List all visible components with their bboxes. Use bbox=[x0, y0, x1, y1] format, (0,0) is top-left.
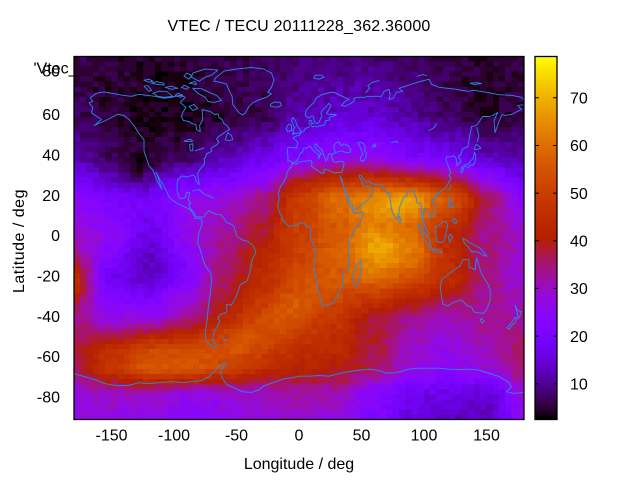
svg-text:150: 150 bbox=[473, 428, 500, 445]
svg-text:60: 60 bbox=[570, 138, 588, 155]
svg-text:50: 50 bbox=[570, 186, 588, 203]
svg-text:40: 40 bbox=[42, 148, 60, 165]
svg-text:Latitude / deg: Latitude / deg bbox=[11, 189, 28, 293]
svg-text:50: 50 bbox=[353, 428, 371, 445]
svg-text:80: 80 bbox=[42, 64, 60, 81]
svg-text:40: 40 bbox=[570, 234, 588, 251]
svg-text:30: 30 bbox=[570, 281, 588, 298]
svg-text:-100: -100 bbox=[158, 428, 190, 445]
svg-text:60: 60 bbox=[42, 107, 60, 124]
svg-text:0: 0 bbox=[295, 428, 304, 445]
svg-text:100: 100 bbox=[411, 428, 438, 445]
svg-text:-50: -50 bbox=[225, 428, 248, 445]
svg-text:0: 0 bbox=[51, 228, 60, 245]
svg-text:20: 20 bbox=[42, 188, 60, 205]
svg-text:-60: -60 bbox=[37, 349, 60, 366]
svg-text:'Vtec_: 'Vtec_ bbox=[34, 61, 79, 78]
svg-text:-20: -20 bbox=[37, 269, 60, 286]
svg-text:VTEC / TECU 20111228_362.36000: VTEC / TECU 20111228_362.36000 bbox=[167, 18, 430, 35]
svg-text:-80: -80 bbox=[37, 390, 60, 407]
svg-text:10: 10 bbox=[570, 376, 588, 393]
svg-text:Longitude / deg: Longitude / deg bbox=[244, 456, 354, 473]
svg-text:70: 70 bbox=[570, 91, 588, 108]
svg-text:-40: -40 bbox=[37, 309, 60, 326]
svg-text:20: 20 bbox=[570, 329, 588, 346]
svg-text:-150: -150 bbox=[95, 428, 127, 445]
